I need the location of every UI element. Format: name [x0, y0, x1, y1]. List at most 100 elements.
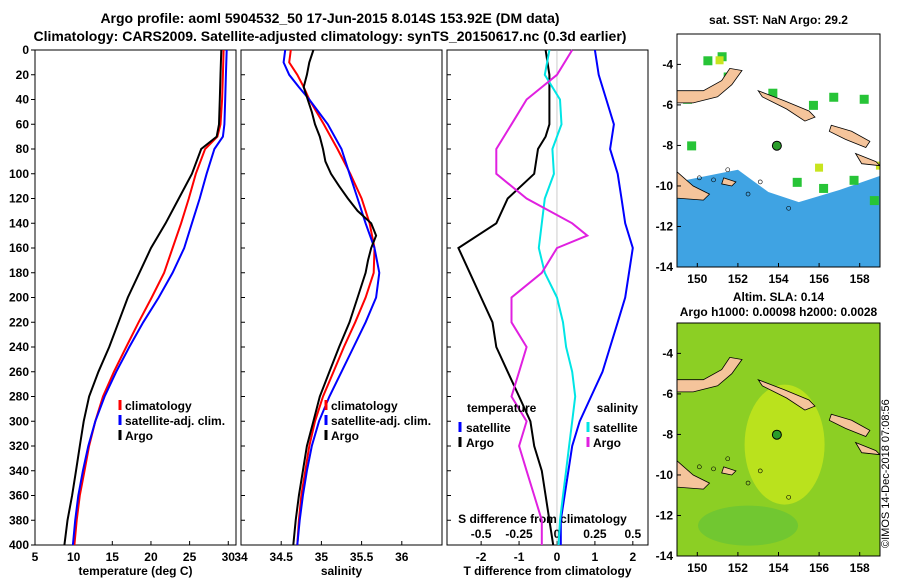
series-line — [63, 49, 223, 546]
island-outline — [757, 179, 763, 185]
difference-panel: -2 -1 0 1 2-0.5 -0.25 0 0.25 0.5S difference fro… — [446, 49, 649, 578]
sla-map: 150 152 154 156 158 -4 -6 -8 -10 -12 -14 — [656, 322, 881, 575]
map-x-tick-label: 156 — [809, 561, 829, 575]
series-line — [71, 49, 228, 546]
x-tick-label: 0 — [554, 550, 561, 564]
x-tick-label: 34.5 — [270, 550, 294, 564]
x-tick-label: 30 — [222, 550, 236, 564]
x-axis-label: salinity — [321, 564, 363, 578]
island-outline — [697, 464, 702, 470]
depth-tick-label: 320 — [9, 439, 29, 453]
series-line — [457, 49, 555, 546]
legend-salinity-title: salinity — [597, 401, 639, 415]
x-axis-label: T difference from climatology — [463, 564, 631, 578]
depth-tick-label: 80 — [16, 142, 30, 156]
island-outline — [725, 456, 731, 462]
land-polygon — [677, 460, 711, 490]
map-x-tick-label: 154 — [768, 272, 788, 286]
x-tick-label: 10 — [67, 550, 81, 564]
sst-cell — [815, 163, 824, 172]
land-polygon — [677, 356, 743, 393]
legend-entry: satellite — [466, 421, 511, 435]
depth-tick-label: 60 — [16, 117, 30, 131]
land-polygon — [828, 124, 871, 148]
depth-tick-label: 300 — [9, 414, 29, 428]
sla-low — [698, 505, 799, 546]
map-x-tick-label: 154 — [768, 561, 788, 575]
x-tick-label: 5 — [32, 550, 39, 564]
island-outline — [745, 480, 751, 486]
land-polygon — [677, 67, 743, 104]
land-polygon — [721, 177, 737, 187]
map-area — [677, 323, 880, 556]
depth-tick-label: 380 — [9, 513, 29, 527]
land-polygon — [721, 466, 737, 476]
series-line — [292, 49, 378, 546]
depth-tick-label: 260 — [9, 365, 29, 379]
map-y-tick-label: -12 — [656, 508, 674, 522]
map-y-tick-label: -10 — [656, 179, 674, 193]
land-polygon — [757, 378, 816, 411]
legend-entry: satellite-adj. clim. — [331, 414, 431, 428]
x-tick-label: 35.5 — [350, 550, 374, 564]
land-polygon — [854, 152, 880, 167]
map-y-tick-label: -4 — [662, 346, 673, 360]
sst-cell — [715, 56, 724, 65]
map-y-tick-label: -4 — [662, 57, 673, 71]
x-axis-label: temperature (deg C) — [78, 564, 192, 578]
legend-entry: satellite — [593, 421, 638, 435]
map-y-tick-label: -12 — [656, 219, 674, 233]
x-tick-label: 36 — [395, 550, 409, 564]
map-y-tick-label: -14 — [656, 549, 674, 563]
map-y-tick-label: -14 — [656, 260, 674, 274]
legend-entry: satellite-adj. clim. — [125, 414, 225, 428]
argo-float-marker — [771, 140, 782, 151]
series-line — [288, 49, 376, 546]
land-polygon — [757, 89, 816, 122]
depth-tick-label: 360 — [9, 489, 29, 503]
island-outline — [745, 191, 751, 197]
depth-tick-label: 20 — [16, 68, 30, 82]
x2-axis-label: S difference from climatology — [458, 512, 627, 526]
sst-cell — [829, 92, 839, 102]
depth-tick-label: 120 — [9, 192, 29, 206]
land-polygon — [677, 171, 711, 201]
figure-title-line1: Argo profile: aoml 5904532_50 17-Jun-201… — [100, 10, 560, 26]
argo-float-marker — [771, 429, 782, 440]
map-x-tick-label: 158 — [850, 561, 870, 575]
depth-tick-label: 140 — [9, 216, 29, 230]
legend-entry: Argo — [331, 429, 359, 443]
island-outline — [786, 205, 791, 211]
island-outline — [725, 167, 731, 173]
x-tick-label: -1 — [514, 550, 525, 564]
x-tick-label: -2 — [476, 550, 487, 564]
x2-tick-label: 0.25 — [583, 527, 607, 541]
island-outline — [757, 468, 763, 474]
map-y-tick-label: -6 — [662, 98, 673, 112]
plot-frame — [240, 49, 443, 546]
depth-tick-label: 160 — [9, 241, 29, 255]
island-outline — [697, 175, 702, 181]
series-line — [495, 49, 590, 545]
depth-tick-label: 280 — [9, 390, 29, 404]
x2-tick-label: -0.25 — [505, 527, 533, 541]
map-y-tick-label: -8 — [662, 138, 673, 152]
depth-tick-label: 0 — [22, 43, 29, 57]
sst-cell — [703, 56, 713, 66]
depth-tick-label: 180 — [9, 266, 29, 280]
depth-tick-label: 100 — [9, 167, 29, 181]
temperature-panel: 0 20 40 60 80 100 120 140 160 180 200 220 240 260 280 3… — [9, 43, 237, 578]
x-tick-label: 25 — [183, 550, 197, 564]
map-x-tick-label: 150 — [687, 561, 707, 575]
depth-tick-label: 200 — [9, 291, 29, 305]
x-tick-label: 2 — [629, 550, 636, 564]
island-outline — [711, 466, 716, 472]
sla-high — [744, 384, 825, 505]
x-tick-label: 1 — [592, 550, 599, 564]
x-tick-label: 15 — [106, 550, 120, 564]
x2-tick-label: -0.5 — [471, 527, 492, 541]
map-area — [677, 34, 880, 267]
x-tick-label: 20 — [144, 550, 158, 564]
sst-cell — [819, 183, 829, 193]
x-tick-label: 34 — [234, 550, 248, 564]
